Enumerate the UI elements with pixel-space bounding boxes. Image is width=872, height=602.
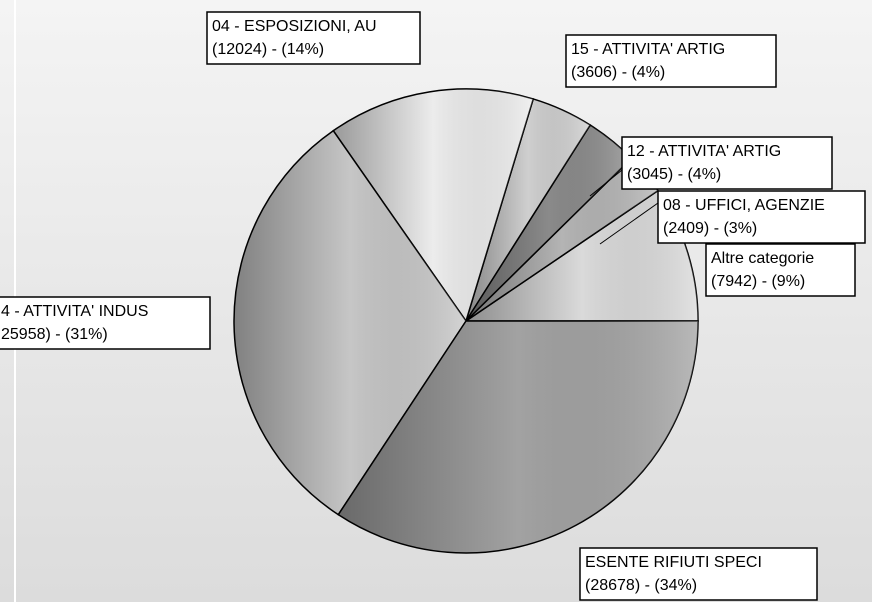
label-box bbox=[206, 11, 421, 65]
slice-label: 15 - ATTIVITA' ARTIG bbox=[571, 41, 725, 58]
label-box bbox=[0, 296, 211, 350]
slice-value-label: (28678) - (34%) bbox=[585, 577, 697, 594]
slice-label: Altre categorie bbox=[711, 250, 814, 267]
label-box bbox=[565, 34, 777, 88]
slice-label: 12 - ATTIVITA' ARTIG bbox=[627, 143, 781, 160]
slice-label: ESENTE RIFIUTI SPECI bbox=[585, 554, 762, 571]
slice-value-label: (2409) - (3%) bbox=[663, 220, 757, 237]
label-box bbox=[705, 243, 856, 297]
slice-value-label: (3606) - (4%) bbox=[571, 64, 665, 81]
label-box bbox=[579, 547, 818, 601]
leader-line bbox=[589, 169, 623, 197]
leader-line bbox=[599, 202, 659, 245]
slice-value-label: (12024) - (14%) bbox=[212, 41, 324, 58]
slice-label: 08 - UFFICI, AGENZIE bbox=[663, 197, 825, 214]
slice-value-label: 25958) - (31%) bbox=[1, 326, 108, 343]
slice-value-label: (7942) - (9%) bbox=[711, 273, 805, 290]
label-box bbox=[657, 190, 866, 244]
label-box bbox=[621, 136, 833, 190]
slice-value-label: (3045) - (4%) bbox=[627, 166, 721, 183]
slice-label: 04 - ESPOSIZIONI, AU bbox=[212, 18, 377, 35]
slice-label: 4 - ATTIVITA' INDUS bbox=[1, 303, 148, 320]
